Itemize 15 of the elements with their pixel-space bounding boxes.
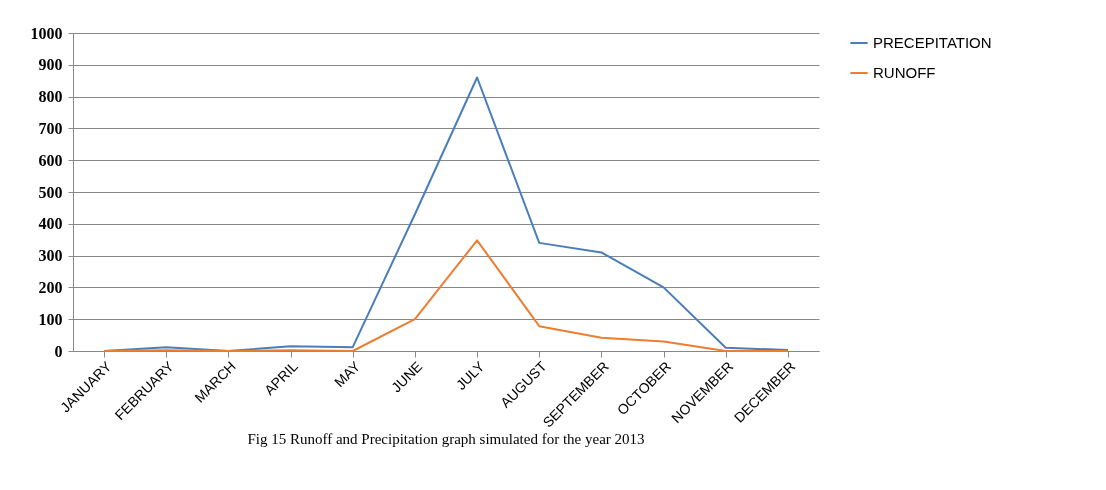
caption: Fig 15 Runoff and Precipitation graph simulated for the year 2013 [247, 430, 645, 447]
legend-label: RUNOFF [873, 64, 936, 81]
y-tick-label: 200 [38, 278, 63, 296]
y-tick-label: 0 [54, 342, 63, 360]
y-tick-label: 300 [38, 247, 63, 265]
y-tick-label: 800 [38, 88, 63, 106]
line-series [103, 239, 789, 352]
y-tick-label: 700 [38, 119, 63, 137]
y-tick-label: 500 [38, 183, 63, 201]
legend-label: PRECEPITATION [873, 34, 992, 51]
y-tick-label: 900 [38, 56, 63, 74]
y-tick-label: 1000 [30, 24, 63, 42]
y-tick-label: 100 [38, 310, 63, 328]
y-tick-label: 600 [38, 151, 63, 169]
y-tick-label: 400 [38, 215, 63, 233]
